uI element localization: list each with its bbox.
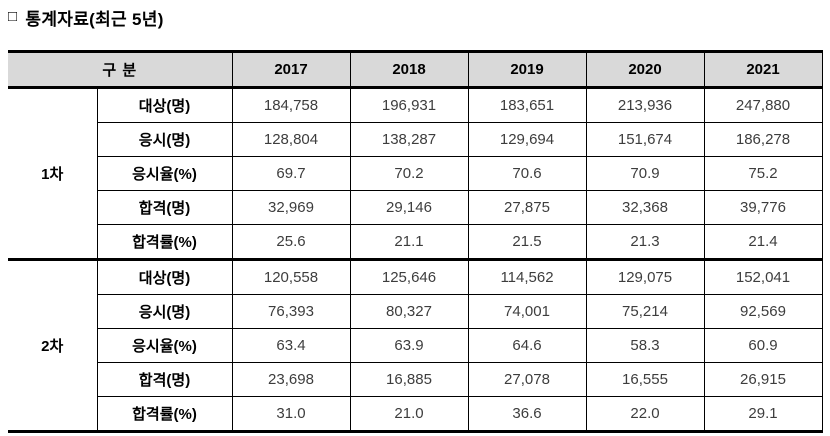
value-cell: 25.6: [231, 224, 351, 260]
section-title-text: 통계자료(최근 5년): [25, 10, 164, 29]
row-label: 합격(명): [96, 362, 233, 397]
value-cell: 32,969: [231, 190, 351, 225]
value-cell: 129,694: [467, 122, 587, 157]
value-cell: 213,936: [585, 87, 705, 123]
square-bullet-icon: □: [8, 8, 18, 25]
group-label-round1: 1차: [8, 87, 98, 260]
value-cell: 29,146: [349, 190, 469, 225]
value-cell: 27,078: [467, 362, 587, 397]
row-label: 응시율(%): [96, 156, 233, 191]
value-cell: 63.9: [349, 328, 469, 363]
value-cell: 26,915: [703, 362, 823, 397]
section-title: □ 통계자료(최근 5년): [8, 5, 164, 30]
row-label: 합격(명): [96, 190, 233, 225]
value-cell: 70.6: [467, 156, 587, 191]
value-cell: 183,651: [467, 87, 587, 123]
table-row: 2차 대상(명) 120,558 125,646 114,562 129,075…: [8, 258, 823, 432]
value-cell: 31.0: [231, 396, 351, 432]
row-label: 응시(명): [96, 122, 233, 157]
value-cell: 120,558: [231, 258, 351, 295]
value-cell: 58.3: [585, 328, 705, 363]
year-header-2021: 2021: [703, 51, 822, 89]
value-cell: 247,880: [703, 87, 823, 123]
year-header-2018: 2018: [349, 51, 468, 89]
row-label: 합격률(%): [96, 396, 233, 432]
value-cell: 129,075: [585, 258, 705, 295]
value-cell: 138,287: [349, 122, 469, 157]
value-cell: 184,758: [231, 87, 351, 123]
value-cell: 75.2: [703, 156, 823, 191]
value-cell: 60.9: [703, 328, 823, 363]
value-cell: 80,327: [349, 294, 469, 329]
value-cell: 27,875: [467, 190, 587, 225]
value-cell: 16,555: [585, 362, 705, 397]
table-row: 1차 대상(명) 184,758 196,931 183,651 213,936…: [8, 87, 823, 260]
header-row: 구 분 2017 2018 2019 2020 2021: [8, 51, 822, 89]
value-cell: 128,804: [231, 122, 351, 157]
value-cell: 36.6: [467, 396, 587, 432]
value-cell: 76,393: [231, 294, 351, 329]
table-row: 응시율(%) 69.7 70.2 70.6 70.9 75.2: [8, 156, 823, 191]
table-row: 합격(명) 32,969 29,146 27,875 32,368 39,776: [8, 190, 823, 225]
value-cell: 70.2: [349, 156, 469, 191]
value-cell: 196,931: [349, 87, 469, 123]
row-label: 응시(명): [96, 294, 233, 329]
year-header-2017: 2017: [231, 51, 350, 89]
row-label: 합격률(%): [96, 224, 233, 260]
value-cell: 69.7: [231, 156, 351, 191]
table-row: 합격률(%) 25.6 21.1 21.5 21.3 21.4: [8, 224, 823, 260]
value-cell: 21.3: [585, 224, 705, 260]
group-label-round2: 2차: [8, 258, 98, 432]
value-cell: 74,001: [467, 294, 587, 329]
table-row: 합격률(%) 31.0 21.0 36.6 22.0 29.1: [8, 396, 823, 432]
year-header-2019: 2019: [467, 51, 586, 89]
value-cell: 29.1: [703, 396, 823, 432]
value-cell: 63.4: [231, 328, 351, 363]
value-cell: 114,562: [467, 258, 587, 295]
value-cell: 21.1: [349, 224, 469, 260]
value-cell: 39,776: [703, 190, 823, 225]
table-row: 응시(명) 76,393 80,327 74,001 75,214 92,569: [8, 294, 823, 329]
year-header-2020: 2020: [585, 51, 704, 89]
row-label: 응시율(%): [96, 328, 233, 363]
value-cell: 125,646: [349, 258, 469, 295]
row-label: 대상(명): [96, 87, 233, 123]
value-cell: 16,885: [349, 362, 469, 397]
value-cell: 152,041: [703, 258, 823, 295]
table-row: 합격(명) 23,698 16,885 27,078 16,555 26,915: [8, 362, 823, 397]
value-cell: 21.4: [703, 224, 823, 260]
value-cell: 32,368: [585, 190, 705, 225]
row-label: 대상(명): [96, 258, 233, 295]
table-row: 응시(명) 128,804 138,287 129,694 151,674 18…: [8, 122, 823, 157]
value-cell: 22.0: [585, 396, 705, 432]
value-cell: 64.6: [467, 328, 587, 363]
value-cell: 21.0: [349, 396, 469, 432]
value-cell: 21.5: [467, 224, 587, 260]
value-cell: 92,569: [703, 294, 823, 329]
value-cell: 151,674: [585, 122, 705, 157]
value-cell: 23,698: [231, 362, 351, 397]
category-header: 구 분: [8, 51, 232, 89]
table-row: 응시율(%) 63.4 63.9 64.6 58.3 60.9: [8, 328, 823, 363]
statistics-table: 구 분 2017 2018 2019 2020 2021 1차 대상(명) 18…: [8, 50, 823, 433]
value-cell: 186,278: [703, 122, 823, 157]
value-cell: 70.9: [585, 156, 705, 191]
value-cell: 75,214: [585, 294, 705, 329]
